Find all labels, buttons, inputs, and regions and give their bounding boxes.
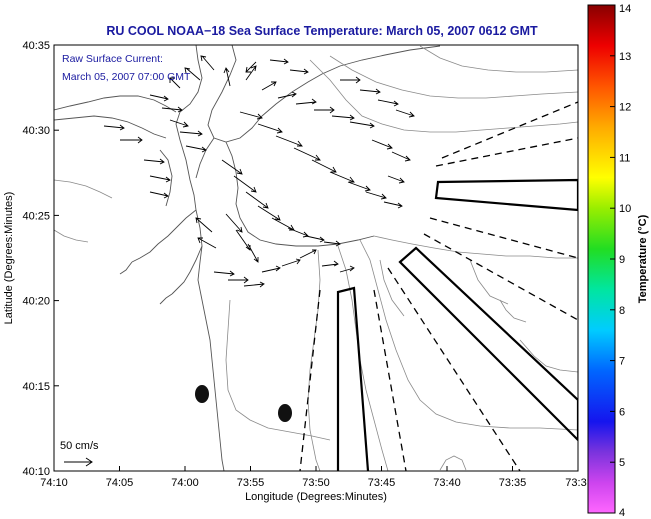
shipping-lanes — [299, 101, 578, 471]
colorbar-tick-label: 6 — [619, 406, 625, 418]
station-marker — [278, 404, 292, 422]
colorbar-tick-label: 13 — [619, 51, 631, 63]
x-tick-label: 74:00 — [171, 477, 199, 489]
colorbar-tick-label: 4 — [619, 507, 625, 519]
channel-outlines — [336, 178, 578, 471]
y-tick-label: 40:30 — [22, 125, 50, 137]
x-tick-label: 73:50 — [302, 477, 330, 489]
x-tick-label: 73:40 — [433, 477, 461, 489]
surface-current-vectors — [103, 55, 415, 288]
colorbar-label: Temperature (°C) — [637, 214, 649, 303]
figure-title: RU COOL NOAA−18 Sea Surface Temperature:… — [106, 24, 538, 38]
colorbar-tick-label: 10 — [619, 203, 631, 215]
y-tick-label: 40:20 — [22, 296, 50, 308]
legend-line-1: Raw Surface Current: — [62, 53, 163, 65]
x-tick-label: 74:05 — [106, 477, 134, 489]
bathymetry-contours — [54, 45, 578, 471]
colorbar-tick-label: 14 — [619, 3, 631, 15]
station-markers — [195, 385, 292, 422]
y-tick-label: 40:15 — [22, 381, 50, 393]
station-marker — [195, 385, 209, 403]
scale-label: 50 cm/s — [60, 440, 99, 452]
y-axis-label: Latitude (Degrees:Minutes) — [3, 192, 15, 325]
y-axis: 40:35 40:30 40:25 40:20 40:15 40:10 — [22, 40, 59, 478]
y-tick-label: 40:35 — [22, 40, 50, 52]
coastline — [54, 45, 441, 471]
colorbar-tick-label: 12 — [619, 102, 631, 114]
legend-line-2: March 05, 2007 07:00 GMT — [62, 71, 191, 83]
scale-arrow — [64, 457, 93, 467]
x-tick-label: 73:35 — [499, 477, 527, 489]
colorbar-tick-label: 5 — [619, 457, 625, 469]
x-tick-label: 73:45 — [368, 477, 396, 489]
x-axis: 74:10 74:05 74:00 73:55 73:50 73:45 73:40 73:35… — [40, 466, 587, 489]
x-tick-label: 74:10 — [40, 477, 68, 489]
y-tick-label: 40:25 — [22, 210, 50, 222]
x-tick-label: 73:55 — [237, 477, 265, 489]
y-tick-label: 40:10 — [22, 466, 50, 478]
colorbar-tick-label: 11 — [619, 152, 630, 164]
x-axis-label: Longitude (Degrees:Minutes) — [245, 491, 387, 503]
colorbar-tick-label: 9 — [619, 254, 625, 266]
x-tick-label: 73:3 — [565, 477, 586, 489]
map-plot-area: 50 cm/s Raw Surface Current: March 05, 2… — [53, 44, 579, 472]
colorbar: 14 13 12 11 10 9 8 7 6 5 4 Temperature (°C) — [587, 3, 649, 519]
colorbar-tick-label: 8 — [619, 305, 625, 317]
colorbar-tick-label: 7 — [619, 356, 625, 368]
